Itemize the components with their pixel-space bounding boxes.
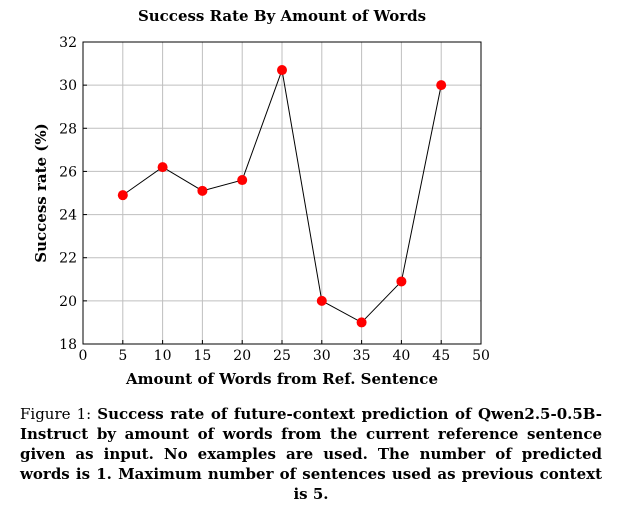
y-tick-label: 24 xyxy=(59,208,77,224)
x-tick-label: 25 xyxy=(273,348,291,364)
series xyxy=(117,65,447,328)
y-axis-label: Success rate (%) xyxy=(32,123,50,262)
x-tick-label: 0 xyxy=(79,348,88,364)
y-tick-label: 18 xyxy=(59,337,77,353)
data-point xyxy=(396,276,407,287)
data-point xyxy=(197,185,208,196)
x-tick-label: 45 xyxy=(432,348,450,364)
chart-title: Success Rate By Amount of Words xyxy=(138,7,426,25)
y-tick-label: 32 xyxy=(59,35,77,51)
x-axis-label: Amount of Words from Ref. Sentence xyxy=(125,370,438,388)
data-point xyxy=(316,295,327,306)
x-tick-label: 20 xyxy=(233,348,251,364)
x-tick-label: 40 xyxy=(392,348,410,364)
x-tick-label: 15 xyxy=(193,348,211,364)
y-axis-ticks: 18 20 22 24 26 28 30 32 xyxy=(59,35,87,353)
y-tick-label: 28 xyxy=(59,121,77,137)
x-tick-label: 35 xyxy=(353,348,371,364)
x-tick-label: 5 xyxy=(118,348,127,364)
data-point xyxy=(157,162,168,173)
x-tick-label: 30 xyxy=(313,348,331,364)
data-point xyxy=(277,65,287,76)
caption-label: Figure 1: xyxy=(20,405,92,423)
x-tick-label: 50 xyxy=(472,348,490,364)
x-tick-label: 10 xyxy=(154,348,172,364)
x-axis-ticks: 0 5 10 15 20 25 30 35 40 45 50 xyxy=(79,340,490,364)
line-chart: Success Rate By Amount of Words 0 5 10 15 20… xyxy=(32,7,490,388)
data-point xyxy=(356,317,367,328)
grid xyxy=(83,42,481,344)
data-point xyxy=(117,190,128,201)
data-point xyxy=(237,175,248,186)
y-tick-label: 26 xyxy=(59,164,77,180)
y-tick-label: 30 xyxy=(59,78,77,94)
figure-caption: Figure 1: Success rate of future-context… xyxy=(20,404,602,504)
caption-text: Success rate of future-context predictio… xyxy=(20,405,602,503)
y-tick-label: 20 xyxy=(59,294,77,310)
data-point xyxy=(436,80,447,91)
y-tick-label: 22 xyxy=(59,251,77,267)
